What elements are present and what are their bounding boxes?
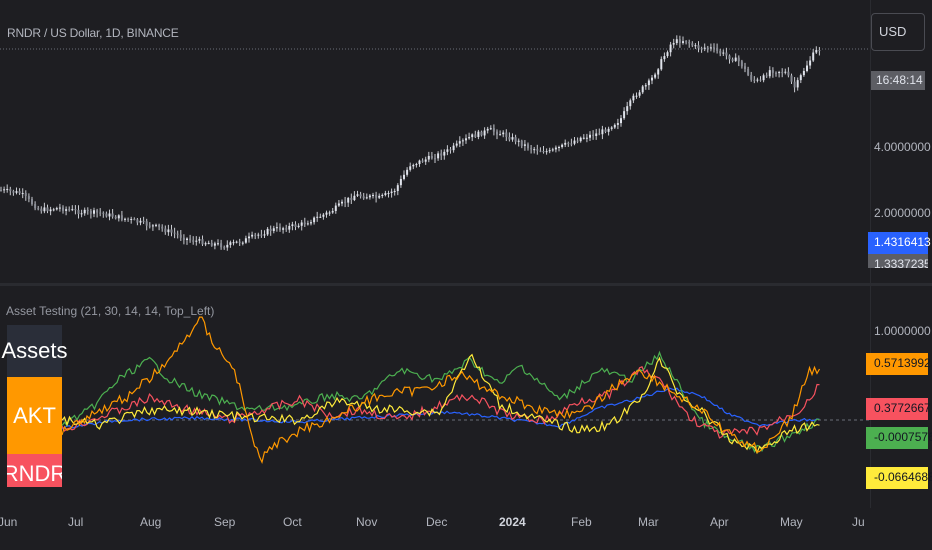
assets-header-cell: Assets [1,325,68,377]
value-badge-green: -0.0007576 [866,427,932,449]
countdown-badge: 16:48:14 [871,71,925,90]
time-label-jul: Jul [68,515,84,529]
indicator-axis-label: 1.0000000 [874,324,931,338]
time-label-oct: Oct [283,515,302,529]
price-label-2: 2.0000000 [874,206,931,220]
pane-divider[interactable] [0,283,932,286]
value-badge-yellow: -0.0664688 [866,467,932,489]
time-label-may: May [780,515,803,529]
time-label-mar: Mar [638,515,659,529]
last-price-badge: 1.4316413 [868,232,931,254]
time-label-aug: Aug [140,515,162,529]
time-label-ju: Ju [852,515,865,529]
symbol-title: RNDR / US Dollar, 1D, BINANCE [7,26,179,40]
time-label-dec: Dec [426,515,448,529]
time-label-apr: Apr [710,515,729,529]
value-badge-orange: 0.5713992 [866,353,931,375]
time-label-2024: 2024 [499,515,526,529]
asset-cell-akt: AKT [7,377,62,454]
assets-table: Assets AKT RNDR [1,325,68,487]
series-green [61,350,820,454]
price-chart[interactable] [0,0,870,282]
time-label-jun: Jun [0,515,18,529]
asset-cell-rndr: RNDR [7,454,62,487]
time-label-nov: Nov [356,515,378,529]
value-badge-red: 0.3772667 [866,398,931,420]
time-label-sep: Sep [214,515,236,529]
indicator-chart[interactable] [0,300,870,505]
prev-price-badge: 1.3337235 [868,254,928,268]
series-orange [61,316,821,465]
currency-button[interactable]: USD [871,13,925,51]
price-label-4: 4.0000000 [874,140,931,154]
candles [0,35,821,251]
time-label-feb: Feb [571,515,592,529]
series-red [61,366,820,439]
indicator-title[interactable]: Asset Testing (21, 30, 14, 14, Top_Left) [6,304,215,318]
